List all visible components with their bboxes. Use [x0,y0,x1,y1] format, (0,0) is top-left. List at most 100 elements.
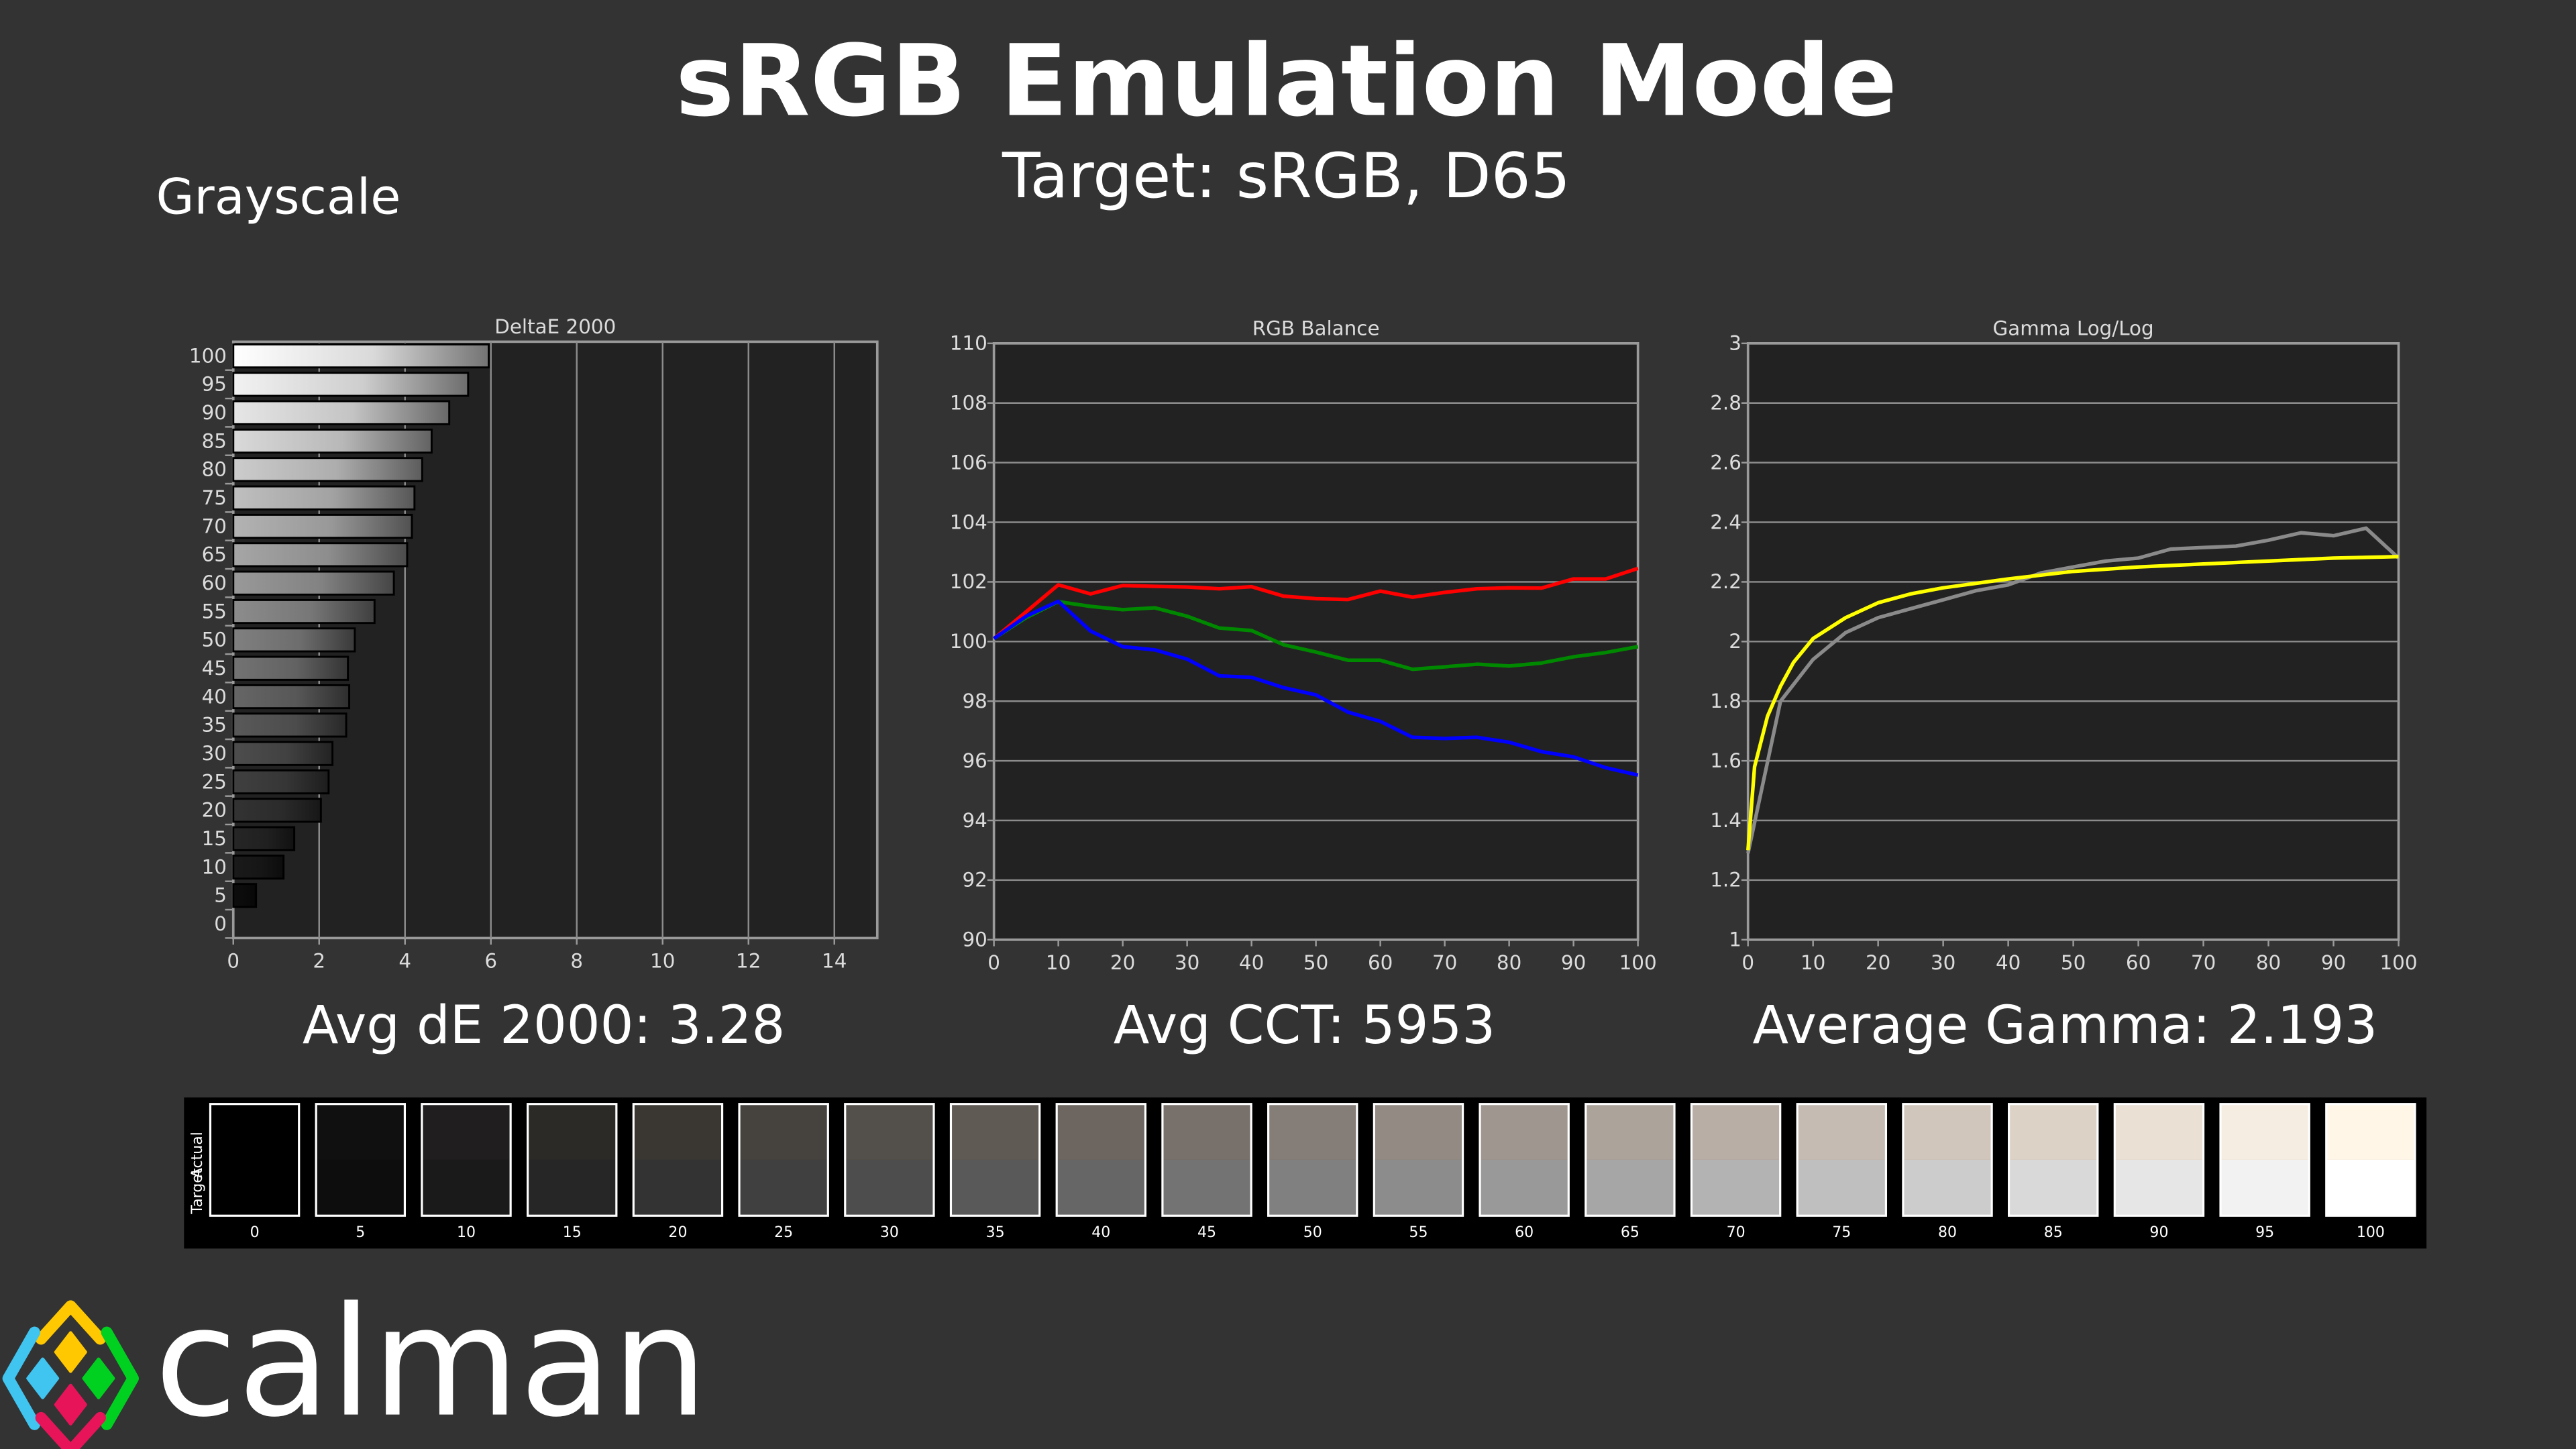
swatch-actual [210,1104,299,1160]
calman-logo: calman [2,1275,708,1449]
series-line-0 [1746,526,2400,854]
y-tick-label: 15 [202,827,227,850]
swatch-70: 70 [1690,1103,1782,1241]
logo-diamond-yellow [54,1331,87,1373]
x-tick-label: 20 [1866,951,1890,974]
x-tick-label: 50 [1303,951,1328,974]
y-tick-label: 2.4 [1710,511,1741,533]
avg-cct-label: Avg CCT: 5953 [1114,995,1495,1056]
calman-logo-icon [2,1300,139,1449]
swatch-border [632,1103,724,1217]
y-tick-label: 2.6 [1710,451,1741,474]
swatch-label: 10 [457,1224,476,1241]
logo-diamond-green [82,1357,115,1399]
swatch-60: 60 [1479,1103,1570,1241]
swatch-label: 35 [986,1224,1005,1241]
swatch-target [1691,1159,1780,1216]
swatch-border [2325,1103,2416,1217]
swatch-actual [421,1104,511,1160]
y-tick-label: 65 [202,543,227,566]
swatch-border [1690,1103,1782,1217]
bar-100 [232,343,490,369]
y-tick-label: 75 [202,486,227,509]
bar-35 [232,712,347,738]
swatch-label: 80 [1938,1224,1957,1241]
swatch-30: 30 [844,1103,935,1241]
x-tick-label: 60 [2126,951,2151,974]
swatch-border [527,1103,618,1217]
rgb-balance-chart: RGB Balance 90 92 94 96 98 100 102 104 106 108 110 0… [950,317,1657,974]
swatch-target [739,1159,828,1216]
y-tick-label: 100 [189,344,227,367]
swatch-0: 0 [209,1103,301,1241]
x-tick-label: 100 [1619,951,1657,974]
swatch-label: 75 [1832,1224,1851,1241]
x-tick-label: 8 [570,949,583,972]
swatch-actual [1691,1104,1780,1160]
y-tick-label: 2 [1729,630,1741,653]
y-tick-label: 25 [202,770,227,793]
bar-65 [232,542,409,568]
swatch-actual [1374,1104,1463,1160]
y-tick-label: 1 [1729,928,1741,951]
bar-20 [232,798,322,823]
x-tick-label: 70 [2191,951,2216,974]
bar-90 [232,400,451,425]
swatch-25: 25 [738,1103,829,1241]
swatch-border [209,1103,301,1217]
swatch-actual [1480,1104,1569,1160]
swatch-label: 100 [2357,1224,2385,1241]
y-tick-label: 1.4 [1710,809,1741,832]
bar-70 [232,513,413,539]
bar-50 [232,627,356,653]
swatch-actual [2326,1104,2415,1160]
bar-75 [232,485,416,511]
swatch-actual [2220,1104,2310,1160]
logo-chevron-blue [2,1326,40,1430]
swatch-actual [1268,1104,1357,1160]
y-tick-label: 96 [962,749,987,772]
avg-gamma-label: Average Gamma: 2.193 [1752,995,2377,1056]
swatch-actual [1902,1104,1992,1160]
x-tick-label: 0 [1741,951,1754,974]
bar-5 [232,883,258,908]
swatch-actual [1797,1104,1886,1160]
x-tick-label: 80 [1497,951,1521,974]
swatch-45: 45 [1161,1103,1252,1241]
swatch-border [1373,1103,1464,1217]
swatch-border [1479,1103,1570,1217]
x-tick-label: 0 [987,951,1000,974]
bar-15 [232,826,296,851]
x-tick-label: 90 [1561,951,1586,974]
swatch-actual [1057,1104,1146,1160]
x-tick-label: 50 [2061,951,2086,974]
y-tick-label: 1.2 [1710,869,1741,892]
logo-diamond-red [54,1383,87,1426]
swatch-label: 55 [1409,1224,1428,1241]
x-tick-label: 30 [1931,951,1955,974]
x-tick-label: 100 [2379,951,2417,974]
section-title: Grayscale [156,168,401,225]
swatch-55: 55 [1373,1103,1464,1241]
swatch-85: 85 [2008,1103,2099,1241]
swatch-target [2008,1159,2098,1216]
swatch-40: 40 [1055,1103,1147,1241]
x-tick-label: 0 [227,949,239,972]
swatch-label: 90 [2149,1224,2168,1241]
y-tick-label: 35 [202,714,227,737]
swatch-65: 65 [1585,1103,1676,1241]
swatch-20: 20 [632,1103,724,1241]
swatch-label: 40 [1091,1224,1110,1241]
swatch-label: 70 [1727,1224,1746,1241]
y-tick-label: 1.8 [1710,690,1741,712]
swatch-strip: Actual Target 0 5 10 15 20 25 30 35 40 45 50 55 60 65… [184,1097,2427,1249]
avg-de-label: Avg dE 2000: 3.28 [303,995,785,1056]
swatch-80: 80 [1902,1103,1993,1241]
y-tick-label: 40 [202,685,227,708]
y-tick-label: 108 [950,392,987,415]
swatch-border [2113,1103,2205,1217]
swatch-actual [1162,1104,1252,1160]
swatch-target [2326,1159,2415,1216]
swatch-50: 50 [1267,1103,1358,1241]
x-tick-label: 4 [398,949,411,972]
